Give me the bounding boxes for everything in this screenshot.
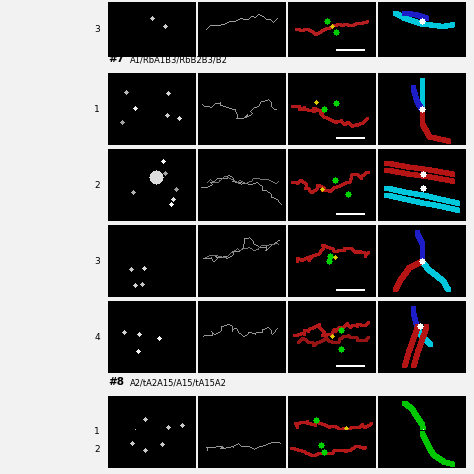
Text: 2: 2: [94, 181, 100, 190]
Text: 4: 4: [94, 332, 100, 341]
Text: 1: 1: [94, 428, 100, 437]
Text: 3: 3: [94, 25, 100, 34]
Text: #7: #7: [108, 54, 124, 64]
Text: 3: 3: [94, 256, 100, 265]
Text: 2: 2: [94, 445, 100, 454]
Text: A2/tA2A15/A15/tA15A2: A2/tA2A15/A15/tA15A2: [130, 378, 227, 387]
Text: #8: #8: [108, 377, 124, 387]
Text: A1/RbA1B3/RbB2B3/B2: A1/RbA1B3/RbB2B3/B2: [130, 55, 228, 64]
Text: 1: 1: [94, 104, 100, 113]
